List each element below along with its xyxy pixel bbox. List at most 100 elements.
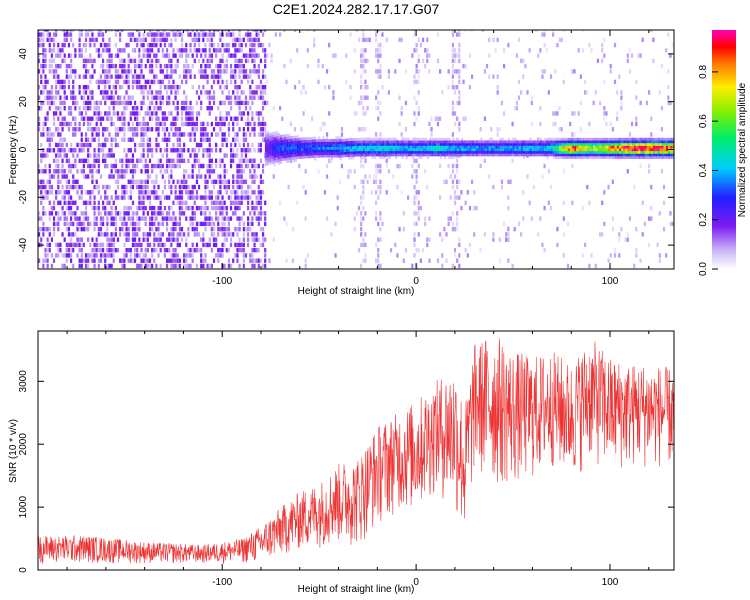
heatmap-cell xyxy=(328,138,332,142)
heatmap-cell xyxy=(108,148,111,153)
heatmap-cell xyxy=(255,37,258,43)
heatmap-cell xyxy=(281,116,284,121)
heatmap-cell xyxy=(386,153,389,157)
heatmap-cell xyxy=(93,216,96,221)
heatmap-cell xyxy=(127,84,130,90)
heatmap-cell xyxy=(76,153,79,158)
heatmap-cell xyxy=(588,263,591,269)
heatmap-cell xyxy=(42,221,45,227)
heatmap-cell xyxy=(157,221,160,227)
heatmap-cell xyxy=(210,226,213,232)
heatmap-cell xyxy=(138,32,141,37)
heatmap-cell xyxy=(451,111,454,116)
heatmap-cell xyxy=(360,145,364,149)
heatmap-cell xyxy=(172,79,175,85)
heatmap-cell xyxy=(633,148,637,152)
heatmap-cell xyxy=(121,121,124,127)
heatmap-cell xyxy=(48,106,51,111)
heatmap-cell xyxy=(159,32,162,37)
heatmap-cell xyxy=(275,159,278,163)
heatmap-cell xyxy=(343,138,346,142)
heatmap-cell xyxy=(253,132,256,137)
heatmap-cell xyxy=(375,216,378,221)
heatmap-cell xyxy=(127,137,130,142)
heatmap-cell xyxy=(197,184,201,190)
heatmap-cell xyxy=(567,143,570,146)
heatmap-cell xyxy=(121,174,124,179)
heatmap-cell xyxy=(55,253,58,258)
heatmap-cell xyxy=(52,48,56,53)
heatmap-cell xyxy=(42,84,45,90)
heatmap-cell xyxy=(142,121,145,127)
heatmap-cell xyxy=(422,150,425,154)
heatmap-cell xyxy=(319,127,322,132)
heatmap-cell xyxy=(569,121,572,127)
heatmap-cell xyxy=(151,127,154,132)
heatmap-cell xyxy=(311,136,314,140)
heatmap-cell xyxy=(99,258,103,263)
heatmap-cell xyxy=(232,74,235,79)
heatmap-cell xyxy=(227,247,231,253)
heatmap-cell xyxy=(82,90,85,95)
heatmap-cell xyxy=(316,149,319,153)
heatmap-cell xyxy=(341,154,344,158)
heatmap-cell xyxy=(505,143,509,146)
heatmap-cell xyxy=(227,111,231,116)
heatmap-cell xyxy=(426,143,430,146)
heatmap-cell xyxy=(174,190,177,195)
heatmap-cell xyxy=(185,200,188,206)
heatmap-cell xyxy=(547,169,550,174)
heatmap-cell xyxy=(63,95,66,100)
heatmap-cell xyxy=(375,137,378,141)
heatmap-cell xyxy=(388,137,391,141)
heatmap-cell xyxy=(277,146,280,149)
heatmap-cell xyxy=(501,148,504,152)
heatmap-cell xyxy=(82,221,85,227)
heatmap-cell xyxy=(480,150,483,154)
heatmap-cell xyxy=(63,137,66,142)
heatmap-cell xyxy=(324,144,327,148)
heatmap-cell xyxy=(42,179,45,185)
heatmap-cell xyxy=(405,148,408,152)
heatmap-cell xyxy=(424,150,428,154)
heatmap-cell xyxy=(114,195,117,200)
heatmap-cell xyxy=(549,184,553,190)
heatmap-cell xyxy=(525,148,528,152)
heatmap-cell xyxy=(163,137,167,142)
heatmap-cell xyxy=(89,58,92,64)
heatmap-cell xyxy=(640,153,643,157)
heatmap-cell xyxy=(95,205,98,211)
heatmap-cell xyxy=(59,242,62,248)
heatmap-cell xyxy=(172,148,175,153)
heatmap-cell xyxy=(104,95,107,100)
heatmap-cell xyxy=(244,137,248,142)
heatmap-cell xyxy=(153,184,156,190)
heatmap-cell xyxy=(240,163,243,169)
heatmap-cell xyxy=(195,111,199,116)
heatmap-cell xyxy=(165,32,169,37)
heatmap-cell xyxy=(362,145,366,149)
heatmap-cell xyxy=(452,145,455,149)
heatmap-cell xyxy=(419,205,422,211)
heatmap-cell xyxy=(543,30,546,32)
heatmap-cell xyxy=(567,137,570,141)
heatmap-cell xyxy=(458,127,461,132)
heatmap-cell xyxy=(161,32,164,37)
heatmap-cell xyxy=(365,145,368,149)
heatmap-cell xyxy=(360,263,363,269)
heatmap-cell xyxy=(106,153,109,158)
heatmap-cell xyxy=(170,148,173,153)
heatmap-cell xyxy=(614,156,617,159)
heatmap-cell xyxy=(552,145,556,149)
heatmap-cell xyxy=(200,132,203,137)
heatmap-cell xyxy=(74,148,77,153)
heatmap-cell xyxy=(84,226,88,232)
heatmap-cell xyxy=(379,184,382,190)
heatmap-cell xyxy=(616,116,619,121)
heatmap-cell xyxy=(202,263,205,269)
heatmap-cell xyxy=(204,211,207,216)
heatmap-cell xyxy=(189,137,192,142)
heatmap-cell xyxy=(582,145,585,149)
heatmap-cell xyxy=(242,111,245,116)
heatmap-cell xyxy=(572,143,575,146)
